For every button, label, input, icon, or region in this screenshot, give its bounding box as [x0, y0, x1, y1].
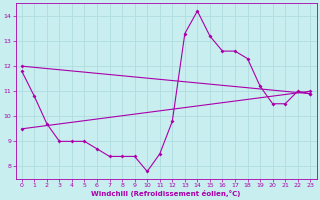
X-axis label: Windchill (Refroidissement éolien,°C): Windchill (Refroidissement éolien,°C) — [91, 190, 241, 197]
